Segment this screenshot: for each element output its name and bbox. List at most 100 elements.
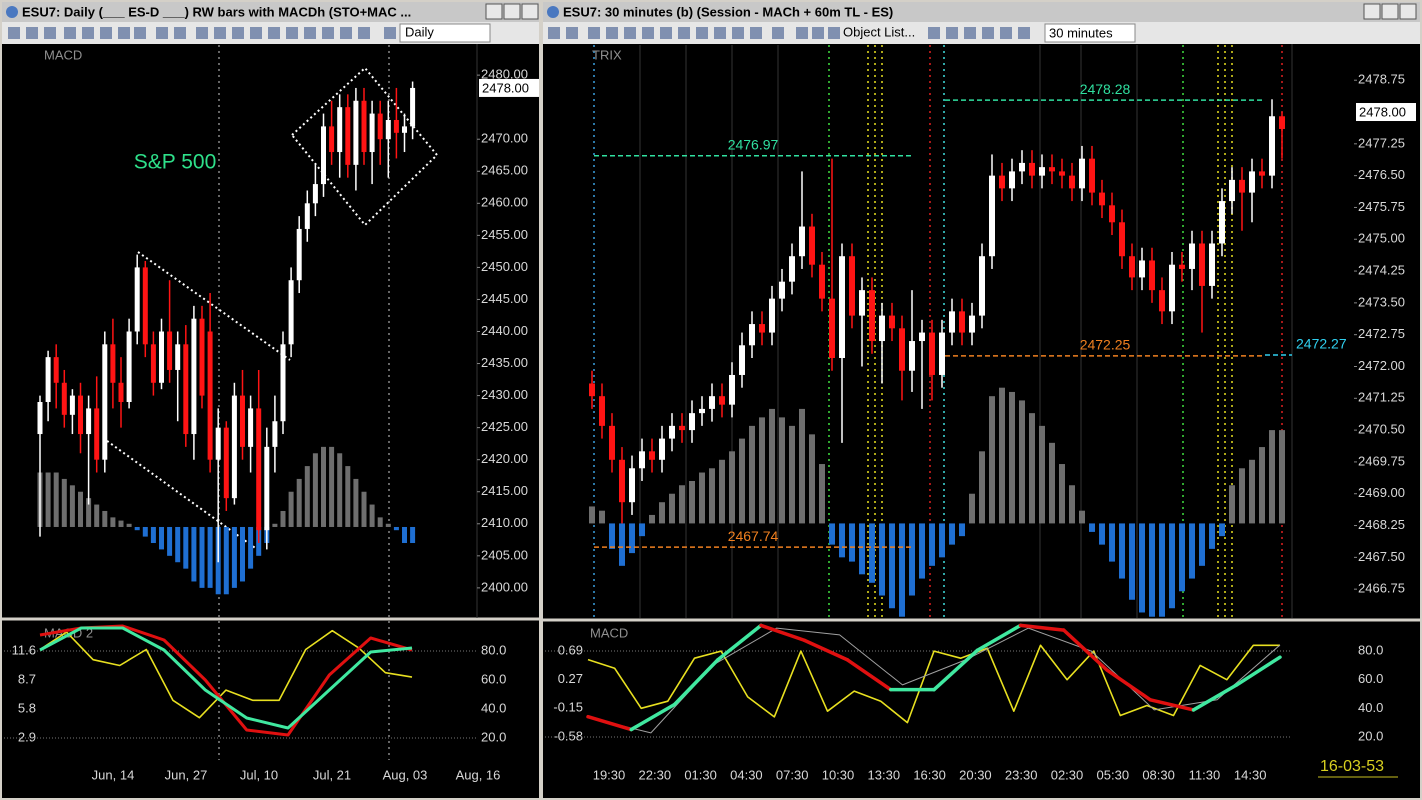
- candle-body: [280, 344, 286, 422]
- oscillator-segment: [759, 623, 806, 643]
- histogram-bar: [869, 523, 875, 583]
- candle-body: [939, 332, 945, 375]
- interval-select[interactable]: [1044, 23, 1136, 43]
- maximize-button[interactable]: [503, 3, 521, 20]
- histogram-bar: [296, 478, 302, 527]
- candle-body: [1069, 175, 1075, 189]
- candle-body: [94, 408, 100, 460]
- candle-body: [909, 341, 915, 371]
- candle-body: [1049, 167, 1055, 172]
- histogram-bar: [150, 526, 156, 544]
- interval-select[interactable]: [399, 23, 491, 43]
- y-tick-label: 5.8: [18, 700, 36, 715]
- candle-body: [769, 298, 775, 333]
- close-button[interactable]: [521, 3, 539, 20]
- histogram-bar: [619, 523, 625, 566]
- candle-body: [1119, 222, 1125, 257]
- y-tick-label: 2470.00: [481, 131, 528, 146]
- histogram-bar: [248, 526, 254, 569]
- histogram-bar: [1129, 523, 1135, 600]
- chart-area: [543, 44, 1420, 798]
- histogram-bar: [134, 526, 140, 531]
- minimize-button[interactable]: [485, 3, 503, 20]
- candle-body: [150, 344, 156, 383]
- y2-tick-label: 80.0: [1358, 642, 1383, 657]
- candle-body: [1129, 256, 1135, 278]
- histogram-bar: [78, 491, 83, 527]
- oscillator-line: [39, 629, 413, 719]
- histogram-bar: [779, 417, 785, 524]
- candle-body: [296, 228, 302, 281]
- price-level-label: 2467.74: [728, 528, 779, 544]
- candle-body: [979, 256, 985, 316]
- x-tick-label: 22:30: [639, 767, 672, 782]
- candle-body: [1249, 171, 1255, 193]
- y-tick-label: 2410.00: [481, 515, 528, 530]
- histogram-bar: [919, 523, 925, 579]
- y-tick-label: 2455.00: [481, 227, 528, 242]
- histogram-bar: [729, 451, 735, 524]
- price-level-label: 2472.25: [1080, 337, 1131, 353]
- candle-body: [699, 408, 705, 414]
- histogram-bar: [669, 493, 675, 524]
- histogram-bar: [191, 526, 197, 582]
- window-title: ESU7: 30 minutes (b) (Session - MACh + 6…: [563, 4, 893, 19]
- candle-body: [69, 395, 75, 415]
- candle-body: [749, 324, 755, 346]
- histogram-bar: [1169, 523, 1175, 609]
- histogram-bar: [167, 526, 173, 556]
- histogram-bar: [999, 387, 1005, 524]
- candle-body: [337, 107, 343, 153]
- toolbar-icons: [8, 27, 396, 39]
- candle-body: [959, 311, 965, 333]
- candle-body: [199, 318, 205, 396]
- y-tick-label: 2445.00: [481, 291, 528, 306]
- candle-body: [999, 175, 1005, 189]
- candle-body: [919, 332, 925, 342]
- y-tick-label: 0.27: [558, 671, 583, 686]
- histogram-bar: [889, 523, 895, 609]
- histogram-bar: [410, 526, 416, 544]
- candle-body: [599, 396, 605, 426]
- candle-body: [248, 408, 254, 447]
- oscillator-segment: [1191, 683, 1239, 712]
- candle-body: [879, 315, 885, 342]
- toolbar: [543, 22, 1420, 44]
- candle-body: [969, 315, 975, 333]
- histogram-bar: [939, 523, 945, 558]
- histogram-bar: [589, 506, 595, 524]
- minimize-button[interactable]: [1363, 3, 1381, 20]
- indicator-label: TRIX: [592, 47, 622, 62]
- histogram-bar: [280, 510, 286, 527]
- candle-body: [619, 459, 625, 503]
- candle-body: [1019, 162, 1025, 172]
- oscillator-segment: [716, 623, 763, 662]
- histogram-bar: [1209, 523, 1215, 549]
- candle-body: [829, 298, 835, 359]
- histogram-bar: [609, 523, 615, 549]
- candle-body: [1059, 171, 1065, 176]
- object-list-button[interactable]: Object List...: [843, 24, 915, 39]
- histogram-bar: [231, 526, 237, 588]
- candle-body: [264, 446, 270, 531]
- y-tick-label: 2470.50: [1358, 422, 1405, 437]
- histogram-bar: [1119, 523, 1125, 579]
- candle-body: [1179, 264, 1185, 269]
- vertical-separators: [218, 45, 1283, 760]
- histogram-bar: [629, 523, 635, 554]
- histogram-bar: [199, 526, 205, 588]
- x-tick-label: Jun, 27: [165, 767, 208, 782]
- histogram-bar: [1089, 523, 1095, 532]
- candle-body: [719, 396, 725, 405]
- y-tick-label: 2440.00: [481, 323, 528, 338]
- histogram-bar: [402, 526, 407, 544]
- maximize-button[interactable]: [1381, 3, 1399, 20]
- y-tick-label: 2465.00: [481, 163, 528, 178]
- title-bar: [543, 2, 1420, 22]
- close-button[interactable]: [1399, 3, 1417, 20]
- histogram-bar: [312, 453, 318, 527]
- y-tick-label: 2468.25: [1358, 517, 1405, 532]
- y-tick-label: 2476.50: [1358, 167, 1405, 182]
- histogram-bar: [377, 517, 383, 527]
- candle-body: [361, 100, 367, 153]
